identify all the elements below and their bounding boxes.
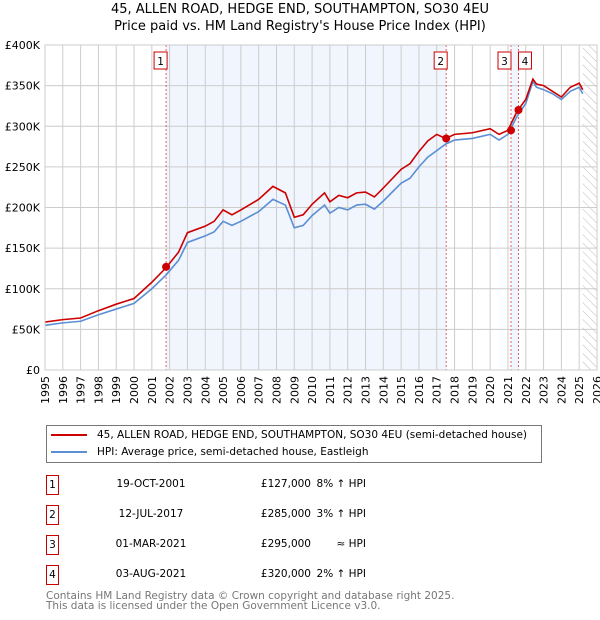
chart-title: 45, ALLEN ROAD, HEDGE END, SOUTHAMPTON, …: [110, 2, 490, 17]
sale-point: [506, 126, 515, 135]
x-tick-label: 1998: [92, 376, 105, 404]
x-tick-label: 2008: [270, 376, 283, 404]
x-tick-label: 2005: [217, 376, 230, 404]
sale-number-badge: 1: [46, 475, 59, 495]
x-tick-label: 1995: [39, 376, 52, 404]
plot-border: [44, 44, 598, 371]
sale-hpi-comparison: 2% ↑ HPI: [316, 568, 366, 580]
x-tick-label: 2021: [502, 376, 515, 404]
x-tick-label: 2026: [591, 376, 600, 404]
x-tick-label: 2002: [164, 376, 177, 404]
sale-point: [162, 262, 171, 271]
sale-point: [514, 106, 523, 114]
series-line: [44, 79, 584, 327]
x-tick-label: 2025: [573, 376, 586, 404]
x-tick-label: 2009: [288, 376, 301, 404]
y-tick-label: £0: [26, 364, 40, 377]
price-chart: 1995 1996 1997 1998 1999 2000 2001 2002 2003 2004…: [5, 39, 600, 404]
sale-date: 03-AUG-2021: [115, 568, 187, 580]
sale-price: £127,000: [260, 478, 311, 490]
legend: 45, ALLEN ROAD, HEDGE END, SOUTHAMPTON, …: [46, 425, 542, 463]
y-tick-label: £400K: [5, 39, 41, 52]
x-tick-label: 2010: [306, 376, 319, 404]
x-tick-label: 2013: [360, 376, 373, 404]
sale-label-text: 3: [501, 56, 508, 68]
y-tick-label: £350K: [5, 80, 41, 93]
x-tick-label: 1999: [110, 376, 123, 404]
sale-price: £295,000: [260, 538, 311, 550]
sale-label-box: 4: [517, 51, 532, 70]
legend-label-property: 45, ALLEN ROAD, HEDGE END, SOUTHAMPTON, …: [97, 429, 527, 441]
sale-label-box: 1: [153, 51, 168, 70]
x-tick-label: 2012: [342, 376, 355, 404]
x-tick-label: 2000: [128, 376, 141, 404]
y-tick-label: £100K: [5, 283, 41, 296]
sale-number-badge: 3: [46, 535, 59, 555]
footer-licence: This data is licensed under the Open Gov…: [46, 600, 381, 612]
x-tick-label: 2006: [235, 376, 248, 404]
sale-label-text: 2: [437, 56, 444, 68]
x-tick-label: 2018: [449, 376, 462, 404]
sale-label-border: [517, 51, 532, 70]
y-tick-label: £200K: [5, 202, 41, 215]
sale-label-border: [153, 51, 168, 70]
sale-label-box: 3: [497, 51, 512, 70]
x-tick-label: 2023: [538, 376, 551, 404]
x-tick-label: 2004: [199, 376, 212, 404]
x-tick-label: 1997: [75, 376, 88, 404]
y-tick-label: £150K: [5, 242, 41, 255]
y-tick-label: £300K: [5, 120, 41, 133]
x-tick-label: 2019: [466, 376, 479, 404]
sale-price: £320,000: [260, 568, 311, 580]
sale-point: [442, 134, 451, 143]
sale-label-border: [433, 51, 448, 70]
legend-label-hpi: HPI: Average price, semi-detached house,…: [97, 446, 369, 458]
sale-hpi-comparison: ≈ HPI: [336, 538, 366, 550]
x-tick-label: 2017: [431, 376, 444, 404]
footer-copyright: Contains HM Land Registry data © Crown c…: [46, 590, 455, 602]
x-tick-label: 2007: [253, 376, 266, 404]
chart-subtitle: Price paid vs. HM Land Registry's House …: [114, 19, 486, 34]
sale-row: 1 19-OCT-2001 £127,000 8% ↑ HPI: [46, 475, 446, 495]
sale-label-text: 1: [157, 56, 164, 68]
sale-price: £285,000: [260, 508, 311, 520]
sale-label-text: 4: [522, 56, 529, 68]
y-tick-label: £250K: [5, 161, 41, 174]
x-tick-label: 2020: [484, 376, 497, 404]
x-tick-label: 2015: [395, 376, 408, 404]
sale-row: 4 03-AUG-2021 £320,000 2% ↑ HPI: [46, 565, 446, 585]
sale-number-badge: 4: [46, 565, 59, 585]
x-tick-label: 2001: [146, 376, 159, 404]
x-tick-label: 2003: [181, 376, 194, 404]
sale-date: 19-OCT-2001: [116, 478, 186, 490]
sale-row: 2 12-JUL-2017 £285,000 3% ↑ HPI: [46, 505, 446, 525]
legend-swatch-property: [51, 434, 87, 436]
x-tick-label: 2014: [377, 376, 390, 404]
sale-hpi-comparison: 8% ↑ HPI: [316, 478, 366, 490]
sale-number-badge: 2: [46, 505, 59, 525]
x-tick-label: 2016: [413, 376, 426, 404]
x-tick-label: 2024: [555, 376, 568, 404]
sale-row: 3 01-MAR-2021 £295,000 ≈ HPI: [46, 535, 446, 555]
x-tick-label: 1996: [57, 376, 70, 404]
sale-date: 01-MAR-2021: [115, 538, 187, 550]
sale-date: 12-JUL-2017: [118, 508, 184, 520]
x-tick-label: 2011: [324, 376, 337, 404]
sale-hpi-comparison: 3% ↑ HPI: [316, 508, 366, 520]
y-tick-label: £50K: [12, 323, 41, 336]
x-tick-label: 2022: [520, 376, 533, 404]
legend-swatch-hpi: [51, 451, 87, 453]
sale-label-box: 2: [433, 51, 448, 70]
series-line: [44, 77, 584, 323]
sale-label-border: [497, 51, 512, 70]
